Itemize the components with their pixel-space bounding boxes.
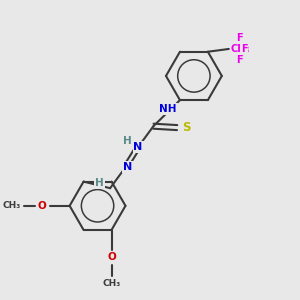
Text: CH₃: CH₃ <box>2 201 21 210</box>
Text: NH: NH <box>159 104 177 114</box>
Text: 3: 3 <box>243 46 249 56</box>
Text: N: N <box>123 162 132 172</box>
Text: S: S <box>182 121 190 134</box>
Text: O: O <box>38 201 46 211</box>
Text: F: F <box>236 55 243 64</box>
Text: H: H <box>95 178 104 188</box>
Text: CH₃: CH₃ <box>102 279 121 288</box>
Text: H: H <box>123 136 132 146</box>
Text: F: F <box>241 44 247 54</box>
Text: N: N <box>134 142 143 152</box>
Text: F: F <box>236 33 243 43</box>
Text: CF: CF <box>230 44 244 54</box>
Text: O: O <box>107 252 116 262</box>
